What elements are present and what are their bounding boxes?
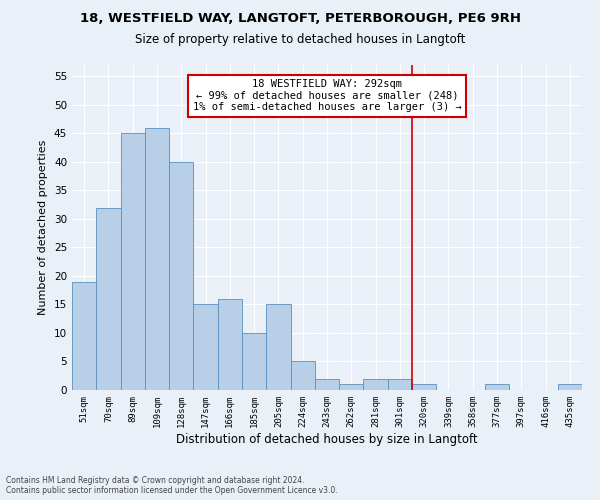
Bar [145, 128, 169, 390]
Bar [242, 333, 266, 390]
Bar [266, 304, 290, 390]
Bar [388, 378, 412, 390]
Bar [169, 162, 193, 390]
Bar [364, 378, 388, 390]
Bar [558, 384, 582, 390]
Text: 18, WESTFIELD WAY, LANGTOFT, PETERBOROUGH, PE6 9RH: 18, WESTFIELD WAY, LANGTOFT, PETERBOROUG… [79, 12, 521, 26]
Bar [339, 384, 364, 390]
Bar [193, 304, 218, 390]
Bar [290, 362, 315, 390]
X-axis label: Distribution of detached houses by size in Langtoft: Distribution of detached houses by size … [176, 432, 478, 446]
Text: Size of property relative to detached houses in Langtoft: Size of property relative to detached ho… [135, 32, 465, 46]
Bar [121, 134, 145, 390]
Y-axis label: Number of detached properties: Number of detached properties [38, 140, 49, 315]
Bar [485, 384, 509, 390]
Bar [96, 208, 121, 390]
Bar [315, 378, 339, 390]
Bar [218, 299, 242, 390]
Bar [72, 282, 96, 390]
Text: Contains public sector information licensed under the Open Government Licence v3: Contains public sector information licen… [6, 486, 338, 495]
Text: 18 WESTFIELD WAY: 292sqm
← 99% of detached houses are smaller (248)
1% of semi-d: 18 WESTFIELD WAY: 292sqm ← 99% of detach… [193, 80, 461, 112]
Bar [412, 384, 436, 390]
Text: Contains HM Land Registry data © Crown copyright and database right 2024.: Contains HM Land Registry data © Crown c… [6, 476, 305, 485]
